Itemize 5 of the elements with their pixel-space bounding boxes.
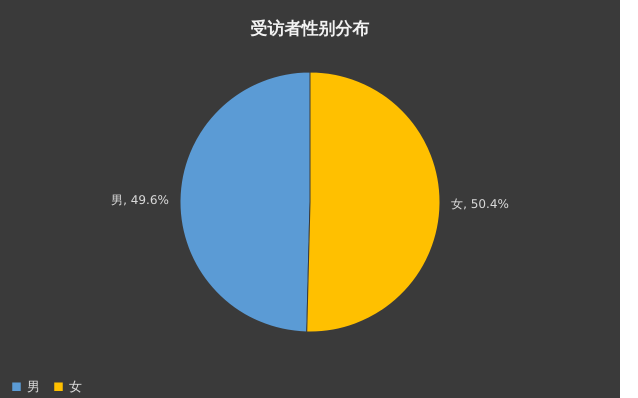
legend-label: 男: [27, 380, 40, 395]
legend-label: 女: [69, 380, 82, 395]
data-label: 女, 50.4%: [451, 197, 509, 212]
data-label: 男, 49.6%: [111, 192, 169, 207]
chart-title: 受访者性别分布: [250, 19, 370, 39]
